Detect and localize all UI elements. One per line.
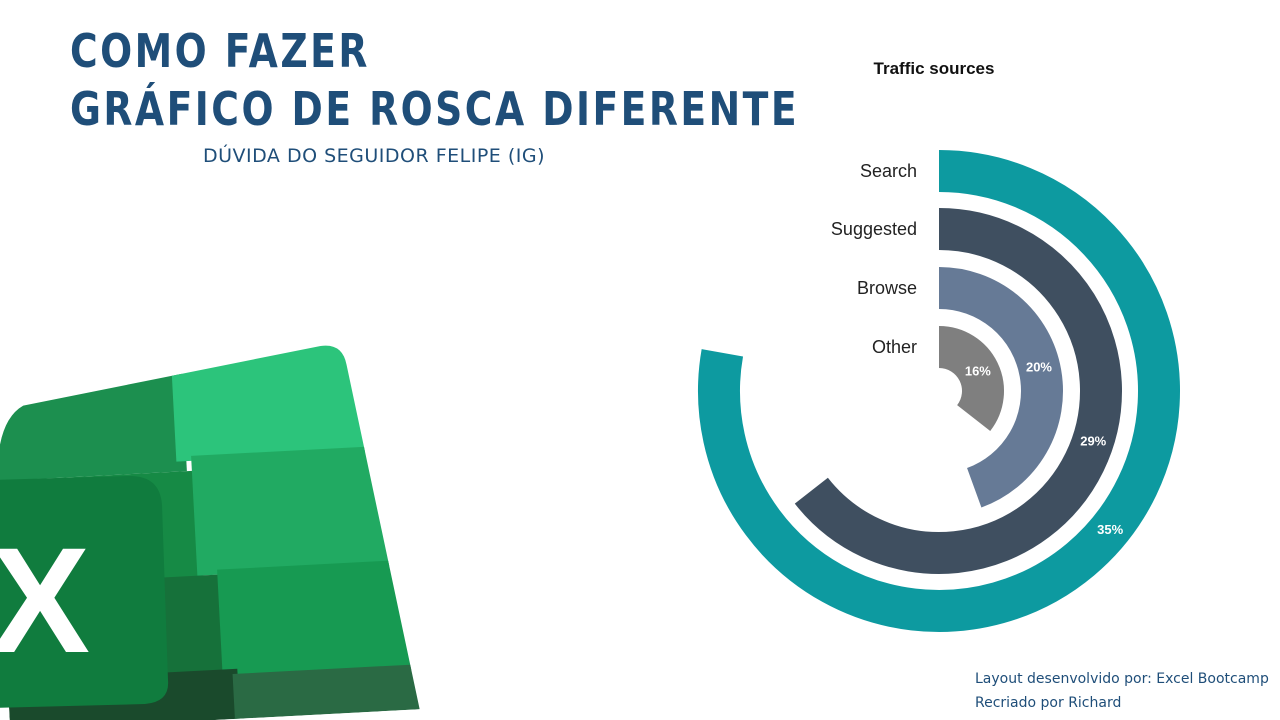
ring-suggested [794, 208, 1122, 574]
excel-letter-tile [0, 476, 169, 708]
category-label-other: Other [872, 337, 917, 357]
title-line-2: GRÁFICO DE ROSCA DIFERENTE [70, 82, 800, 136]
traffic-sources-chart: Traffic sources Search Suggested Browse Oth… [698, 59, 1180, 632]
excel-letter: X [0, 516, 90, 684]
category-label-browse: Browse [857, 278, 917, 298]
chart-title: Traffic sources [874, 59, 995, 78]
category-label-search: Search [860, 161, 917, 181]
value-label-suggested: 29% [1080, 434, 1106, 449]
ring-other [937, 326, 1004, 431]
credits-line-1: Layout desenvolvido por: Excel Bootcamp [975, 671, 1269, 687]
page-title: COMO FAZER GRÁFICO DE ROSCA DIFERENTE [70, 24, 800, 136]
ring-search [698, 150, 1180, 632]
ring-browse [938, 267, 1063, 508]
page-subtitle: DÚVIDA DO SEGUIDOR FELIPE (IG) [203, 145, 545, 167]
category-label-suggested: Suggested [831, 219, 917, 239]
title-line-1: COMO FAZER [70, 24, 370, 78]
credits: Layout desenvolvido por: Excel Bootcamp … [975, 667, 1269, 715]
value-label-other: 16% [965, 363, 991, 378]
value-label-browse: 20% [1026, 359, 1052, 374]
excel-logo-icon: X [0, 341, 420, 720]
credits-line-2: Recriado por Richard [975, 695, 1122, 711]
value-label-search: 35% [1097, 522, 1123, 537]
